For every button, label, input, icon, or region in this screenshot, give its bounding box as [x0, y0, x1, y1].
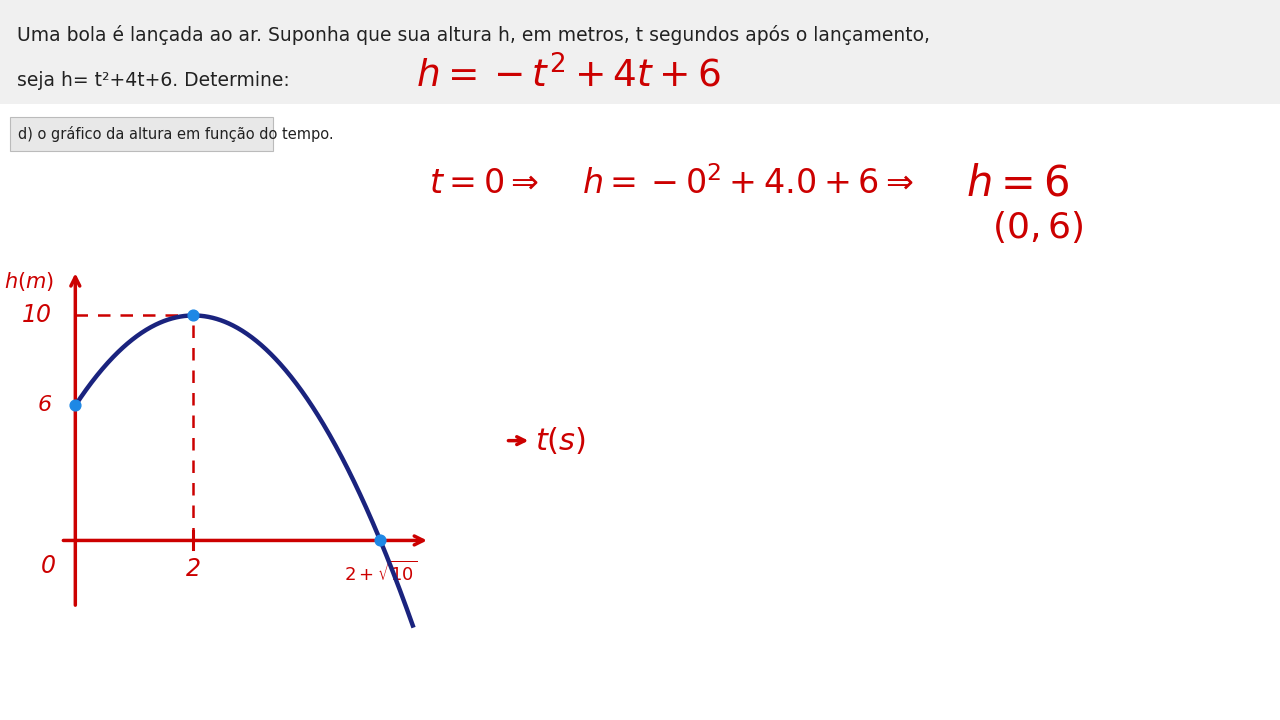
Point [65, 400, 86, 411]
Text: $2+\sqrt{10}$: $2+\sqrt{10}$ [343, 561, 417, 585]
Text: $h = -0^2 + 4.0 + 6 \Rightarrow$: $h = -0^2 + 4.0 + 6 \Rightarrow$ [582, 166, 914, 201]
Text: 2: 2 [186, 557, 201, 581]
Text: $h = -t^2 + 4t + 6$: $h = -t^2 + 4t + 6$ [416, 56, 721, 95]
Text: 10: 10 [22, 303, 52, 328]
Text: 6: 6 [37, 395, 51, 415]
Text: $t = 0 \Rightarrow$: $t = 0 \Rightarrow$ [429, 167, 539, 200]
Text: $h(m)$: $h(m)$ [4, 270, 54, 293]
Text: $t(s)$: $t(s)$ [535, 425, 586, 456]
FancyBboxPatch shape [10, 117, 273, 151]
Text: $( 0, 6 )$: $( 0, 6 )$ [992, 209, 1083, 245]
Text: d) o gráfico da altura em função do tempo.: d) o gráfico da altura em função do temp… [18, 126, 334, 142]
Text: 0: 0 [41, 554, 56, 577]
FancyBboxPatch shape [0, 0, 1280, 104]
Text: seja h= t²+4t+6. Determine:: seja h= t²+4t+6. Determine: [17, 71, 289, 90]
Text: $h = 6$: $h = 6$ [966, 163, 1070, 204]
Text: Uma bola é lançada ao ar. Suponha que sua altura h, em metros, t segundos após o: Uma bola é lançada ao ar. Suponha que su… [17, 24, 929, 45]
Point [183, 310, 204, 321]
Point [370, 535, 390, 546]
